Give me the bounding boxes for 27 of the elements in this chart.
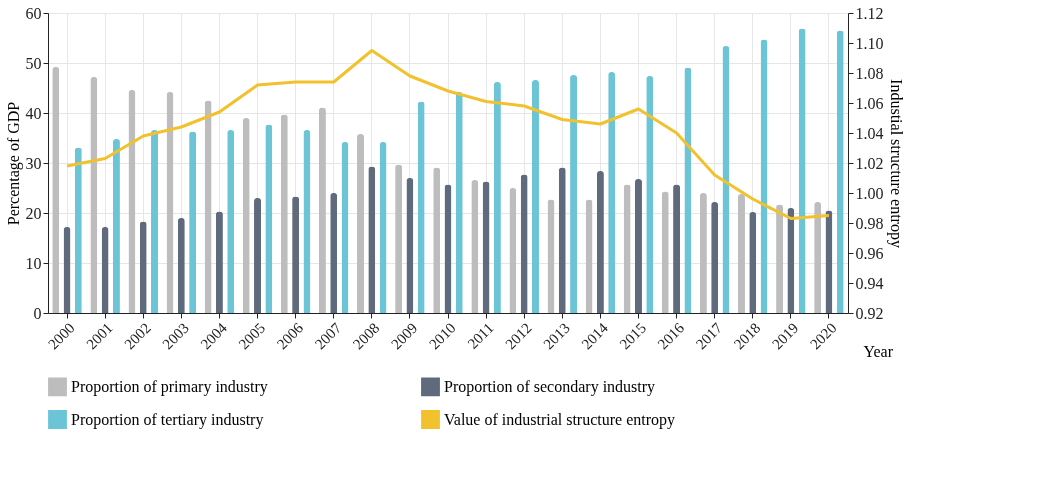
x-axis-title: Year bbox=[863, 342, 894, 360]
y2-tick-label: 0.98 bbox=[855, 214, 884, 232]
y2-tick-label: 0.96 bbox=[855, 244, 884, 262]
legend-label: Proportion of secondary industry bbox=[444, 377, 656, 396]
y2-tick-label: 1.08 bbox=[855, 64, 884, 82]
legend-label: Value of industrial structure entropy bbox=[444, 410, 676, 429]
y-tick-label: 40 bbox=[25, 104, 42, 122]
y2-tick-label: 1.02 bbox=[855, 154, 884, 172]
y2-axis-title: Industial structure entropy bbox=[886, 79, 905, 248]
line-series bbox=[65, 49, 831, 220]
y2-tick-label: 0.92 bbox=[855, 304, 884, 322]
y2-tick-label: 1.12 bbox=[855, 4, 884, 22]
y-tick-label: 0 bbox=[33, 304, 42, 322]
legend-label: Proportion of tertiary industry bbox=[71, 410, 264, 429]
x-tick-label: 2011 bbox=[464, 319, 497, 352]
y2-tick-label: 0.94 bbox=[855, 274, 884, 292]
y-axis-title: Percentage of GDP bbox=[4, 101, 23, 226]
y-tick-label: 30 bbox=[25, 154, 42, 172]
y-tick-label: 10 bbox=[25, 254, 42, 272]
y-tick-label: 20 bbox=[25, 204, 42, 222]
legend-label: Proportion of primary industry bbox=[71, 377, 268, 396]
y2-tick-label: 1.04 bbox=[855, 124, 884, 142]
y-tick-label: 60 bbox=[25, 4, 42, 22]
y2-tick-label: 1.06 bbox=[855, 94, 884, 112]
y-tick-label: 50 bbox=[25, 54, 42, 72]
y2-tick-label: 1.10 bbox=[855, 34, 884, 52]
y2-tick-label: 1.00 bbox=[855, 184, 884, 202]
